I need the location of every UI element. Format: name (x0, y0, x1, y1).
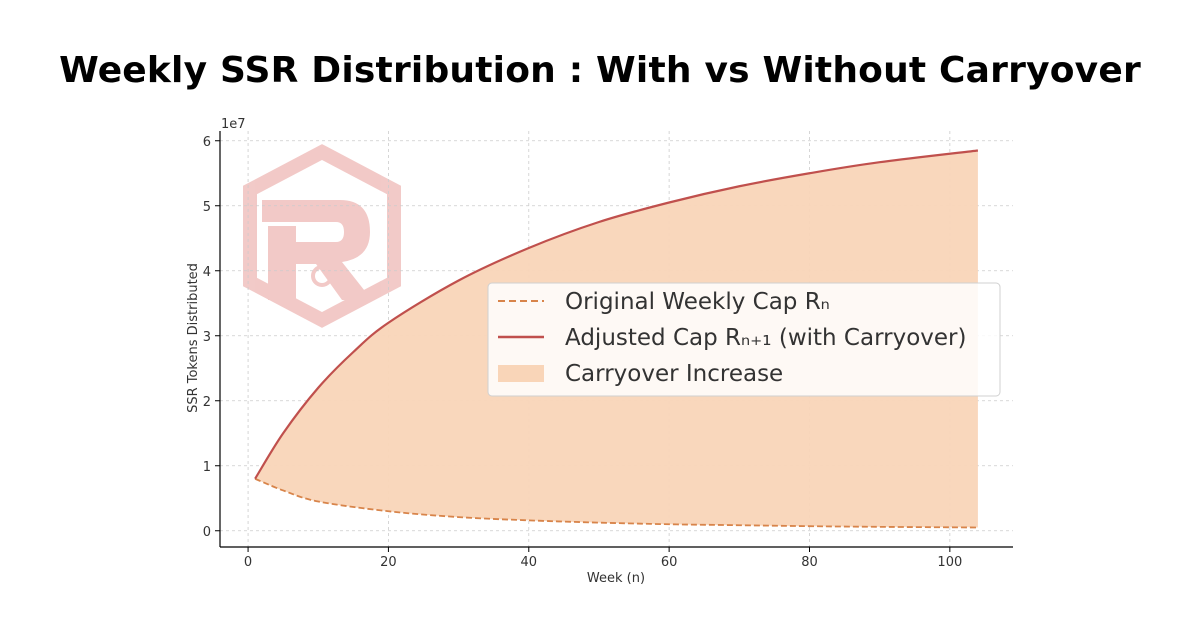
x-tick-label: 80 (801, 555, 818, 570)
x-tick-label: 100 (937, 555, 962, 570)
y-axis-ticks: 0 1 2 3 4 5 6 (203, 135, 220, 540)
x-tick-label: 60 (661, 555, 678, 570)
legend-label-adjusted: Adjusted Cap Rₙ₊₁ (with Carryover) (565, 325, 966, 351)
original-series-line (254, 477, 978, 529)
x-axis-label: Week (n) (587, 571, 645, 586)
legend-box (487, 282, 1001, 397)
y-tick-label: 3 (203, 330, 211, 345)
x-tick-label: 40 (521, 555, 538, 570)
y-tick-label: 6 (203, 135, 211, 150)
legend: Original Weekly Cap Rₙ Adjusted Cap Rₙ₊₁… (487, 282, 1001, 397)
adjusted-series-line (254, 149, 979, 480)
y-tick-label: 1 (203, 460, 211, 475)
legend-label-fill: Carryover Increase (565, 361, 783, 387)
y-tick-label: 5 (203, 200, 211, 215)
legend-swatch-fill (498, 365, 544, 382)
logo-watermark (243, 144, 401, 328)
x-tick-label: 20 (380, 555, 397, 570)
x-axis-ticks: 0 20 40 60 80 100 (244, 547, 962, 570)
y-tick-label: 4 (203, 265, 211, 280)
chart-title: Weekly SSR Distribution : With vs Withou… (59, 50, 1141, 91)
y-axis-label: SSR Tokens Distributed (186, 263, 201, 413)
y-tick-label: 0 (203, 525, 211, 540)
y-offset-label: 1e7 (221, 117, 246, 132)
x-tick-label: 0 (244, 555, 252, 570)
legend-label-original: Original Weekly Cap Rₙ (565, 289, 830, 315)
y-tick-label: 2 (203, 395, 211, 410)
